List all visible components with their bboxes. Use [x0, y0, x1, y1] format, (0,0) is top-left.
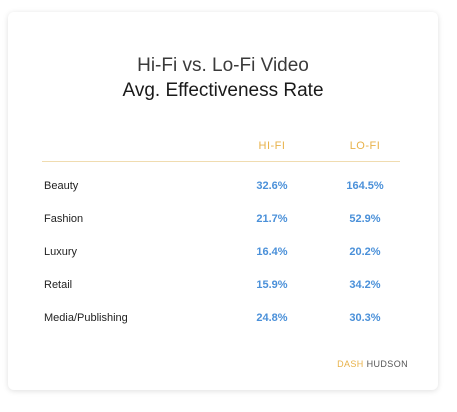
table-row: Beauty 32.6% 164.5%: [8, 180, 438, 200]
lofi-value: 30.3%: [349, 312, 381, 324]
table-row: Fashion 21.7% 52.9%: [8, 213, 438, 233]
row-label: Fashion: [44, 213, 84, 225]
table-row: Retail 15.9% 34.2%: [8, 279, 438, 299]
hifi-value: 21.7%: [256, 213, 288, 225]
chart-subtitle: Avg. Effectiveness Rate: [122, 80, 324, 101]
row-label: Retail: [44, 279, 73, 291]
row-label: Media/Publishing: [44, 312, 128, 324]
column-header-hifi: HI-FI: [258, 140, 286, 152]
table-row: Luxury 16.4% 20.2%: [8, 246, 438, 266]
column-header-lofi: LO-FI: [349, 140, 381, 152]
header-divider: [42, 161, 400, 162]
row-label: Luxury: [44, 246, 78, 258]
chart-title: Hi-Fi vs. Lo-Fi Video: [137, 55, 309, 76]
hifi-value: 32.6%: [256, 180, 288, 192]
brand-logo-part1: DASH: [337, 359, 364, 369]
hifi-value: 16.4%: [256, 246, 288, 258]
lofi-value: 164.5%: [346, 180, 384, 192]
row-label: Beauty: [44, 180, 79, 192]
hifi-value: 15.9%: [256, 279, 288, 291]
table-row: Media/Publishing 24.8% 30.3%: [8, 312, 438, 332]
brand-logo: DASH HUDSON: [337, 359, 408, 369]
lofi-value: 20.2%: [349, 246, 381, 258]
hifi-value: 24.8%: [256, 312, 288, 324]
brand-logo-part2: HUDSON: [366, 359, 408, 369]
lofi-value: 52.9%: [349, 213, 381, 225]
lofi-value: 34.2%: [349, 279, 381, 291]
chart-card: Hi-Fi vs. Lo-Fi Video Avg. Effectiveness…: [8, 12, 438, 390]
